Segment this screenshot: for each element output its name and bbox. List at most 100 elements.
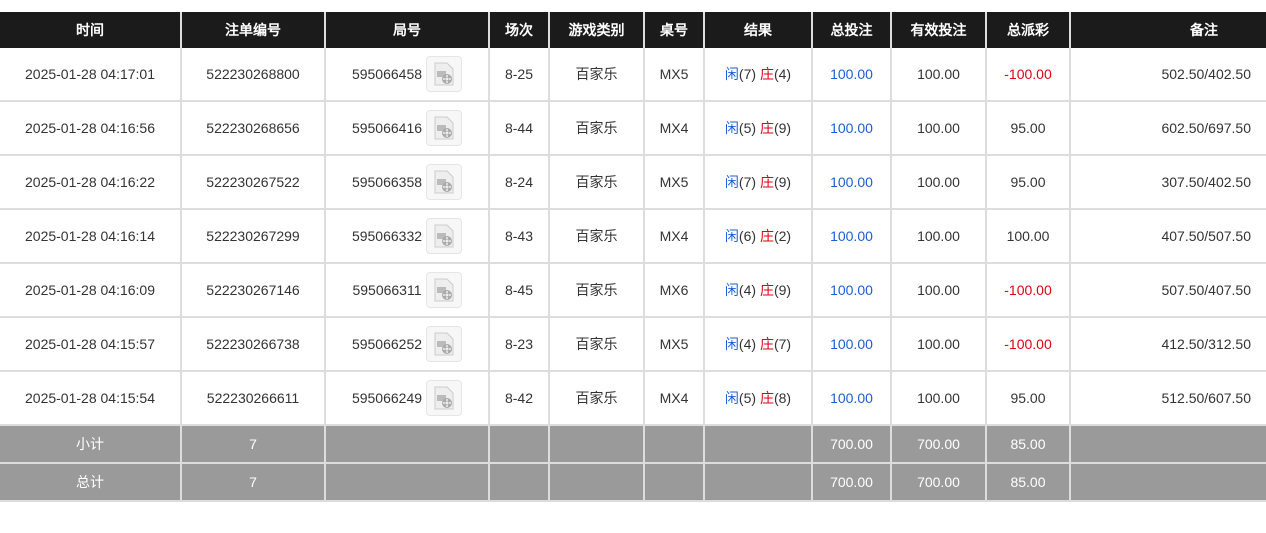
table-row: 2025-01-28 04:16:14 522230267299 5950663… [0,209,1266,264]
payout-cell: 100.00 [985,209,1070,264]
video-replay-icon[interactable] [426,380,463,416]
total-bet-cell[interactable]: 100.00 [811,101,891,156]
valid-bet-cell: 100.00 [890,101,986,156]
round-number: 595066311 [352,282,422,298]
valid-bet-cell: 100.00 [890,263,986,318]
empty-cell [324,425,489,464]
shoe-cell: 8-43 [488,209,549,264]
empty-cell [1069,463,1266,502]
player-label: 闲 [724,120,739,136]
time-cell: 2025-01-28 04:15:57 [0,317,181,372]
banker-score: (9) [773,282,792,298]
bet-records-table: 时间 注单编号 局号 场次 游戏类别 桌号 结果 总投注 有效投注 总派彩 备注 2025-01-2… [0,12,1266,502]
table-row: 2025-01-28 04:16:56 522230268656 5950664… [0,101,1266,156]
empty-cell [488,425,549,464]
shoe-cell: 8-42 [488,371,549,426]
round-cell: 595066358 [324,155,489,210]
game-type-cell: 百家乐 [548,263,644,318]
total-bet-cell[interactable]: 100.00 [811,209,891,264]
remark-cell: 502.50/402.50 [1069,48,1266,102]
payout-cell: 95.00 [985,155,1070,210]
video-replay-icon[interactable] [426,164,463,200]
shoe-cell: 8-45 [488,263,549,318]
table-no-cell: MX4 [643,101,704,156]
video-replay-icon[interactable] [425,272,462,308]
header-time: 时间 [0,12,181,48]
remark-cell: 307.50/402.50 [1069,155,1266,210]
shoe-cell: 8-24 [488,155,549,210]
footer-total-bet: 700.00 [811,463,891,502]
total-row: 总计 7 700.00 700.00 85.00 [0,463,1266,502]
round-cell: 595066458 [324,48,489,102]
payout-cell: 95.00 [985,101,1070,156]
game-type-cell: 百家乐 [548,209,644,264]
round-number: 595066332 [351,228,423,244]
video-replay-icon[interactable] [426,218,463,254]
banker-score: (9) [773,120,792,136]
result-cell: 闲(5) 庄(9) [703,101,812,156]
header-valid-bet: 有效投注 [890,12,986,48]
shoe-cell: 8-25 [488,48,549,102]
table-row: 2025-01-28 04:15:57 522230266738 5950662… [0,317,1266,372]
time-cell: 2025-01-28 04:16:22 [0,155,181,210]
empty-cell [548,425,644,464]
table-no-cell: MX6 [643,263,704,318]
bet-id-cell: 522230268656 [180,101,325,156]
player-score: (4) [738,336,757,352]
footer-payout: 85.00 [985,463,1070,502]
round-number: 595066458 [351,66,423,82]
game-type-cell: 百家乐 [548,155,644,210]
result-cell: 闲(7) 庄(4) [703,48,812,102]
header-game-type: 游戏类别 [548,12,644,48]
video-replay-icon[interactable] [426,326,463,362]
footer-count: 7 [180,463,325,502]
payout-cell: -100.00 [985,263,1070,318]
video-replay-icon[interactable] [426,110,463,146]
header-bet-id: 注单编号 [180,12,325,48]
player-label: 闲 [724,282,739,298]
result-cell: 闲(4) 庄(7) [703,317,812,372]
game-type-cell: 百家乐 [548,101,644,156]
payout-cell: 95.00 [985,371,1070,426]
header-shoe: 场次 [488,12,549,48]
round-number: 595066358 [351,174,423,190]
banker-label: 庄 [759,66,774,82]
empty-cell [548,463,644,502]
banker-score: (8) [773,390,792,406]
bet-id-cell: 522230267522 [180,155,325,210]
player-score: (6) [738,228,757,244]
header-round: 局号 [324,12,489,48]
valid-bet-cell: 100.00 [890,155,986,210]
total-bet-cell[interactable]: 100.00 [811,48,891,102]
header-payout: 总派彩 [985,12,1070,48]
banker-score: (4) [773,66,792,82]
shoe-cell: 8-23 [488,317,549,372]
total-bet-cell[interactable]: 100.00 [811,317,891,372]
player-label: 闲 [724,174,739,190]
round-cell: 595066416 [324,101,489,156]
total-bet-cell[interactable]: 100.00 [811,263,891,318]
header-result: 结果 [703,12,812,48]
total-bet-cell[interactable]: 100.00 [811,371,891,426]
round-number: 595066252 [351,336,423,352]
player-score: (5) [738,390,757,406]
time-cell: 2025-01-28 04:16:09 [0,263,181,318]
table-no-cell: MX4 [643,371,704,426]
video-replay-icon[interactable] [426,56,463,92]
banker-label: 庄 [759,282,774,298]
round-cell: 595066311 [324,263,489,318]
banker-label: 庄 [759,336,774,352]
game-type-cell: 百家乐 [548,317,644,372]
total-bet-cell[interactable]: 100.00 [811,155,891,210]
header-total-bet: 总投注 [811,12,891,48]
round-number: 595066249 [351,390,423,406]
empty-cell [1069,425,1266,464]
bet-id-cell: 522230268800 [180,48,325,102]
empty-cell [488,463,549,502]
round-cell: 595066249 [324,371,489,426]
header-remark: 备注 [1069,12,1266,48]
valid-bet-cell: 100.00 [890,48,986,102]
footer-count: 7 [180,425,325,464]
remark-cell: 412.50/312.50 [1069,317,1266,372]
banker-score: (2) [773,228,792,244]
